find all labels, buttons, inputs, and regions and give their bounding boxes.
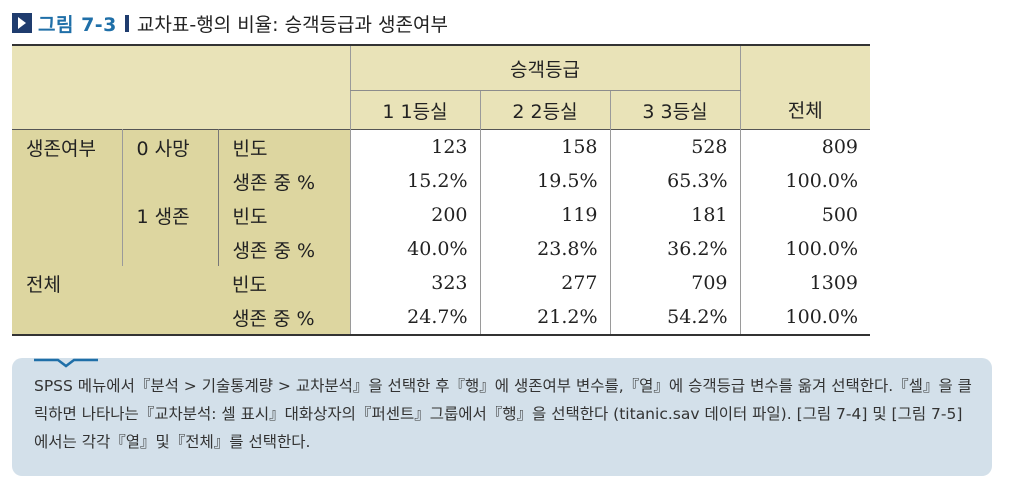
header-row-1: 승객등급 전체 xyxy=(12,45,870,130)
column-header-1: 1 1등실 xyxy=(349,90,480,130)
chevron-right-icon xyxy=(12,13,32,33)
table-row: 생존여부 0 사망 빈도 123 158 528 809 xyxy=(12,129,870,266)
column-header-3: 3 3등실 xyxy=(609,90,740,130)
separator-bar-icon xyxy=(124,14,129,32)
table-row: 1 생존 빈도 200 119 181 500 xyxy=(12,198,870,266)
table-cell: 15.2% xyxy=(349,164,480,198)
table-cell: 1309 xyxy=(739,266,870,300)
stat-label: 빈도 xyxy=(218,129,350,164)
table-row: 생존 중 % 15.2% 19.5% 65.3% 100.0% xyxy=(12,164,870,198)
stat-label: 생존 중 % xyxy=(218,232,350,266)
total-row-label: 전체 xyxy=(12,266,218,335)
header-corner xyxy=(12,45,350,130)
row-variable-label: 생존여부 xyxy=(12,129,122,266)
table-cell: 100.0% xyxy=(739,300,870,335)
table-cell: 119 xyxy=(479,198,610,232)
table-cell: 100.0% xyxy=(739,232,870,266)
stat-label: 생존 중 % xyxy=(218,164,350,198)
figure-caption: 교차표-행의 비율: 승객등급과 생존여부 xyxy=(136,13,448,36)
table-cell: 36.2% xyxy=(609,232,740,266)
note-text: SPSS 메뉴에서『분석 > 기술통계량 > 교차분석』을 선택한 후『행』에 … xyxy=(34,377,972,451)
crosstab-table: 승객등급 전체 1 1등실 2 2등실 3 3등실 생존여부 0 사망 빈도 1… xyxy=(12,44,870,336)
stat-label: 생존 중 % xyxy=(218,300,350,335)
table-cell: 123 xyxy=(349,129,480,164)
stat-label: 빈도 xyxy=(218,266,350,300)
table-cell: 158 xyxy=(479,129,610,164)
group-label: 1 생존 xyxy=(121,198,219,266)
stat-label: 빈도 xyxy=(218,198,350,232)
table-cell: 23.8% xyxy=(479,232,610,266)
table-cell: 19.5% xyxy=(479,164,610,198)
table-cell: 40.0% xyxy=(349,232,480,266)
table-cell: 323 xyxy=(349,266,480,300)
table-cell: 181 xyxy=(609,198,740,232)
table-cell: 65.3% xyxy=(609,164,740,198)
table-cell: 809 xyxy=(739,129,870,164)
table-row-total: 생존 중 % 24.7% 21.2% 54.2% 100.0% xyxy=(12,300,870,335)
table-cell: 528 xyxy=(609,129,740,164)
total-column-header: 전체 xyxy=(739,45,870,130)
header-row-2: 1 1등실 2 2등실 3 3등실 xyxy=(12,90,870,130)
note-chevron-icon xyxy=(34,358,98,368)
table-cell: 21.2% xyxy=(479,300,610,335)
col-group-header: 승객등급 xyxy=(349,45,740,91)
column-header-2: 2 2등실 xyxy=(479,90,610,130)
note-box: SPSS 메뉴에서『분석 > 기술통계량 > 교차분석』을 선택한 후『행』에 … xyxy=(12,358,992,476)
table-cell: 277 xyxy=(479,266,610,300)
table-row-total: 전체 빈도 323 277 709 1309 xyxy=(12,266,870,335)
table-cell: 200 xyxy=(349,198,480,232)
table-cell: 500 xyxy=(739,198,870,232)
table-cell: 100.0% xyxy=(739,164,870,198)
table-row: 생존 중 % 40.0% 23.8% 36.2% 100.0% xyxy=(12,232,870,266)
figure-title: 그림 7-3 교차표-행의 비율: 승객등급과 생존여부 xyxy=(12,10,448,36)
table-cell: 709 xyxy=(609,266,740,300)
group-label: 0 사망 xyxy=(121,129,219,198)
table-cell: 24.7% xyxy=(349,300,480,335)
table-cell: 54.2% xyxy=(609,300,740,335)
figure-label: 그림 7-3 xyxy=(38,13,117,36)
